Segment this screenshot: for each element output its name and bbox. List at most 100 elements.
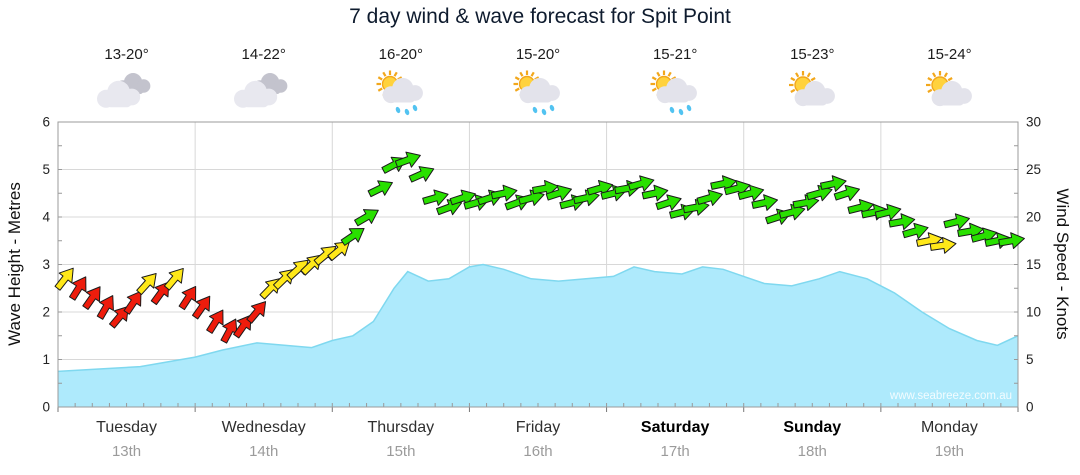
right-tick-label: 5 — [1026, 352, 1034, 367]
wind-arrow — [340, 227, 365, 246]
sun-cloud-icon — [926, 71, 973, 107]
cloud-shape — [656, 77, 698, 104]
wind-arrow — [354, 209, 379, 227]
day-name: Monday — [920, 419, 978, 436]
right-tick-label: 30 — [1026, 115, 1041, 130]
day-temp: 14-22° — [241, 46, 286, 63]
cloud-shape — [382, 77, 423, 104]
wind-arrow — [532, 179, 559, 197]
wind-arrow — [206, 309, 224, 334]
rain-drop — [549, 104, 555, 112]
day-date: 15th — [386, 443, 416, 460]
wind-arrow — [847, 198, 874, 216]
cloud-shape — [794, 80, 836, 107]
wind-arrow — [710, 175, 737, 192]
day-name: Sunday — [783, 419, 842, 436]
watermark: www.seabreeze.com.au — [889, 390, 1012, 402]
day-temp: 13-20° — [104, 46, 149, 63]
wind-arrow — [394, 151, 421, 168]
sun-ray — [377, 87, 383, 92]
axis-ticks — [57, 145, 1019, 412]
left-tick-label: 2 — [42, 305, 50, 320]
cloudy-icon — [96, 73, 150, 108]
rain-drop — [395, 106, 401, 114]
sun-cloud-rain-icon — [650, 70, 698, 116]
wind-arrow — [819, 175, 847, 192]
cloud-shape — [932, 80, 973, 107]
sun-ray — [382, 71, 387, 77]
wind-arrow — [833, 184, 860, 202]
right-tick-label: 15 — [1026, 257, 1041, 272]
day-date: 17th — [660, 443, 690, 460]
wave-outline — [57, 263, 1019, 373]
wind-arrow — [96, 295, 114, 320]
wind-arrow — [54, 267, 74, 291]
tick-labels: 0 1 2 3 4 5 6 0 5 10 15 20 25 30 — [42, 115, 1041, 415]
day-temp: 15-21° — [652, 46, 698, 63]
wind-arrow — [220, 318, 238, 344]
wind-arrow — [408, 166, 435, 183]
cloud-shape — [96, 80, 140, 108]
left-tick-label: 0 — [42, 400, 50, 415]
day-temp: 15-24° — [927, 46, 972, 63]
day-name: Wednesday — [221, 419, 306, 436]
day-date: 13th — [111, 443, 142, 460]
day-name: Tuesday — [96, 419, 157, 436]
wind-arrow — [69, 276, 87, 301]
day-temp: 15-23° — [790, 46, 835, 63]
sun-ray — [377, 76, 383, 81]
left-tick-label: 1 — [42, 352, 50, 367]
wind-arrow — [888, 213, 916, 231]
wind-arrow — [545, 184, 572, 202]
wind-arrow — [970, 227, 998, 244]
cloud-shape — [519, 77, 560, 104]
wind-arrow — [178, 285, 197, 311]
left-tick-label: 3 — [42, 257, 50, 272]
wind-arrow — [586, 180, 614, 197]
wind-arrow — [929, 236, 957, 254]
cloud-base — [242, 96, 269, 108]
sun-ray — [932, 72, 937, 78]
left-tick-label: 5 — [42, 162, 50, 177]
wind-arrow — [163, 267, 184, 291]
sun-ray — [807, 72, 812, 78]
wind-arrow — [943, 213, 970, 230]
left-tick-label: 6 — [42, 115, 50, 130]
right-tick-label: 20 — [1026, 210, 1041, 225]
sun-ray — [667, 71, 672, 77]
page-title: 7 day wind & wave forecast for Spit Poin… — [349, 5, 731, 28]
wind-arrow — [751, 194, 779, 211]
sun-cloud-rain-icon — [376, 70, 423, 116]
sun-ray — [651, 76, 657, 81]
cloud-base — [803, 95, 828, 106]
day-date: 19th — [934, 443, 965, 460]
sun-cloud-icon — [789, 71, 836, 107]
wind-arrow — [82, 286, 101, 310]
day-name: Friday — [515, 419, 561, 436]
sun-ray — [651, 87, 657, 92]
wind-arrow — [778, 203, 806, 221]
wind-arrow — [655, 194, 682, 211]
cloud-base — [105, 96, 132, 108]
wind-arrow — [902, 222, 929, 240]
rain-drop — [686, 104, 692, 112]
wind-arrow — [874, 203, 902, 221]
wind-arrows — [54, 151, 1025, 344]
day-temp: 15-20° — [515, 46, 561, 63]
sun-ray — [514, 76, 520, 81]
wind-arrow — [627, 175, 655, 192]
cloud-base — [940, 95, 965, 106]
sun-ray — [393, 71, 398, 77]
right-tick-label: 25 — [1026, 162, 1041, 177]
rain-drop — [541, 108, 547, 116]
cloud-base — [528, 92, 553, 103]
plot-border — [57, 121, 1019, 408]
day-name: Thursday — [367, 419, 435, 436]
rain-drop — [669, 106, 675, 114]
wind-arrow — [737, 184, 765, 202]
day-date: 18th — [797, 443, 827, 460]
wind-arrow — [696, 189, 723, 206]
sun-ray — [927, 77, 933, 82]
wind-arrow — [246, 301, 267, 324]
